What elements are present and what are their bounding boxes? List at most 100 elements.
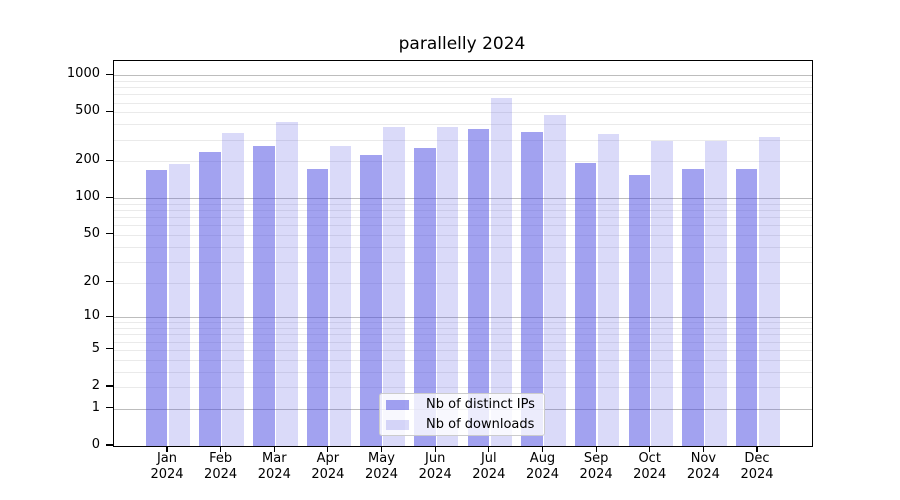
x-axis-label: May 2024: [355, 451, 409, 483]
x-axis-year: 2024: [472, 467, 506, 482]
x-axis-month: Sep: [583, 451, 609, 466]
legend-item-distinct-ips: Nb of distinct IPs: [386, 395, 544, 415]
gridline-minor: [114, 217, 812, 219]
gridline-minor: [114, 139, 812, 141]
y-tick-mark: [106, 385, 113, 387]
bar-distinct-ips: [253, 146, 275, 446]
y-axis-tick-label: 200: [75, 152, 100, 168]
x-axis-year: 2024: [633, 467, 667, 482]
gridline-minor: [114, 234, 812, 236]
gridline-minor: [114, 334, 812, 336]
x-axis-label: Mar 2024: [247, 451, 301, 483]
x-tick-mark: [488, 446, 490, 452]
gridline-minor: [114, 94, 812, 96]
gridline-major: [114, 198, 812, 200]
x-axis-year: 2024: [311, 467, 345, 482]
gridline-minor: [114, 387, 812, 388]
x-tick-mark: [702, 446, 704, 452]
bar-distinct-ips: [521, 131, 543, 446]
y-tick-mark: [106, 233, 113, 235]
x-axis-label: Sep 2024: [569, 451, 623, 483]
bar-distinct-ips: [467, 129, 490, 446]
x-axis-year: 2024: [204, 467, 238, 482]
plot-area: [113, 60, 813, 447]
gridline-minor: [114, 161, 812, 163]
x-axis-label: Aug 2024: [516, 451, 570, 483]
gridline-minor: [114, 359, 812, 361]
bar-downloads: [222, 132, 244, 446]
x-axis-month: Jan: [156, 451, 178, 466]
x-axis-month: Aug: [529, 451, 556, 466]
x-axis-year: 2024: [740, 467, 774, 482]
gridline-minor: [114, 203, 812, 205]
y-tick-mark: [106, 110, 113, 112]
x-tick-mark: [273, 446, 275, 452]
gridline-minor: [114, 322, 812, 324]
gridline-minor: [114, 282, 812, 284]
y-axis-tick-label: 500: [75, 103, 100, 119]
y-tick-mark: [106, 159, 113, 161]
y-axis-tick-label: 100: [75, 189, 100, 205]
y-axis-tick-label: 2: [91, 378, 100, 393]
bar-distinct-ips: [199, 151, 221, 446]
x-axis-year: 2024: [686, 467, 720, 482]
y-tick-mark: [106, 315, 113, 317]
gridline-minor: [114, 328, 812, 329]
x-axis-label: Apr 2024: [301, 451, 355, 483]
bar-distinct-ips: [414, 147, 436, 446]
bar-distinct-ips: [628, 175, 650, 446]
bar-downloads: [276, 122, 298, 446]
bar-distinct-ips: [306, 169, 329, 446]
gridline-minor: [114, 371, 812, 373]
gridline-minor: [114, 341, 812, 343]
x-axis-label: Nov 2024: [676, 451, 730, 483]
x-axis-label: Jun 2024: [408, 451, 462, 483]
x-axis-month: Mar: [262, 451, 287, 466]
legend-item-downloads: Nb of downloads: [386, 415, 544, 435]
gridline-minor: [114, 225, 812, 227]
bar-distinct-ips: [145, 169, 168, 446]
x-axis-label: Dec 2024: [730, 451, 784, 483]
legend: Nb of distinct IPs Nb of downloads: [379, 393, 545, 436]
y-axis-tick-label: 5: [91, 340, 100, 356]
x-axis-year: 2024: [525, 467, 560, 482]
gridline-minor: [114, 349, 812, 351]
x-axis-label: Jan 2024: [140, 451, 194, 483]
bar-distinct-ips: [360, 155, 382, 446]
x-axis-month: Dec: [744, 451, 770, 466]
gridline-major: [114, 75, 812, 77]
y-tick-mark: [106, 73, 113, 75]
bar-downloads: [383, 127, 405, 446]
y-tick-mark: [106, 407, 113, 409]
x-tick-mark: [595, 446, 597, 452]
bar-downloads: [490, 98, 512, 446]
gridline-minor: [114, 87, 812, 88]
x-axis-year: 2024: [257, 467, 291, 482]
gridline-minor: [114, 261, 812, 263]
x-tick-mark: [380, 446, 383, 452]
gridline-minor: [114, 246, 812, 248]
legend-swatch-distinct-ips: [386, 399, 409, 410]
x-axis-month: Feb: [209, 451, 233, 466]
gridline-minor: [114, 112, 812, 114]
chart-title: parallelly 2024: [398, 34, 526, 54]
bar-distinct-ips: [682, 169, 704, 446]
y-axis-tick-label: 10: [83, 308, 100, 324]
x-axis-year: 2024: [579, 467, 613, 482]
x-tick-mark: [649, 446, 651, 452]
bar-downloads: [597, 133, 620, 446]
bar-downloads: [436, 127, 459, 446]
y-tick-mark: [106, 444, 113, 446]
gridline-major: [114, 317, 812, 319]
x-axis-label: Feb 2024: [194, 451, 248, 483]
gridline-minor: [114, 210, 812, 212]
y-axis-tick-label: 1: [91, 399, 100, 415]
gridline-minor: [114, 124, 812, 126]
y-axis-tick-label: 50: [83, 225, 100, 241]
x-axis-label: Jul 2024: [462, 451, 516, 483]
bar-downloads: [651, 140, 673, 446]
x-tick-mark: [434, 446, 436, 452]
bar-downloads: [544, 115, 566, 446]
x-axis-month: Apr: [316, 451, 340, 466]
